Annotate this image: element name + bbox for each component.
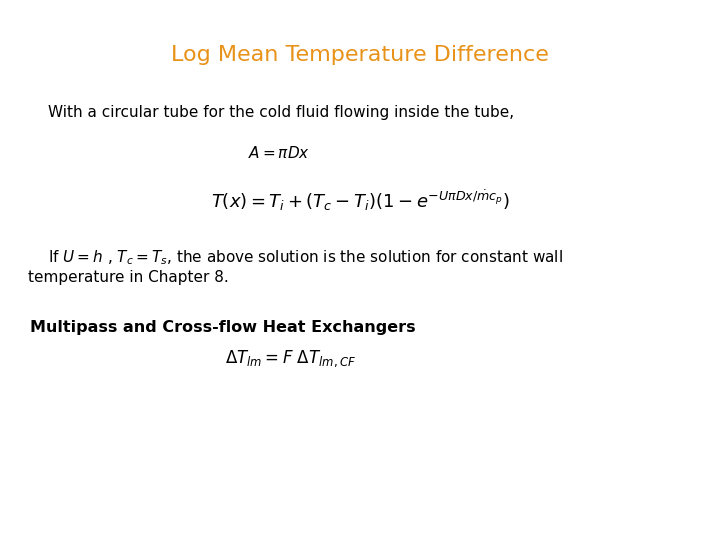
Text: temperature in Chapter 8.: temperature in Chapter 8. [28, 270, 229, 285]
Text: If $U = h$ , $T_c = T_s$, the above solution is the solution for constant wall: If $U = h$ , $T_c = T_s$, the above solu… [48, 248, 563, 267]
Text: Log Mean Temperature Difference: Log Mean Temperature Difference [171, 45, 549, 65]
Text: $A =\pi Dx$: $A =\pi Dx$ [248, 145, 310, 161]
Text: $T(x) = T_i + (T_c - T_i)(1 - e^{-U\pi Dx/\dot{m}c_p})$: $T(x) = T_i + (T_c - T_i)(1 - e^{-U\pi D… [211, 188, 509, 213]
Text: Multipass and Cross-flow Heat Exchangers: Multipass and Cross-flow Heat Exchangers [30, 320, 415, 335]
Text: $\Delta T_{lm} = F\ \Delta T_{lm,CF}$: $\Delta T_{lm} = F\ \Delta T_{lm,CF}$ [225, 348, 356, 369]
Text: With a circular tube for the cold fluid flowing inside the tube,: With a circular tube for the cold fluid … [48, 105, 514, 120]
